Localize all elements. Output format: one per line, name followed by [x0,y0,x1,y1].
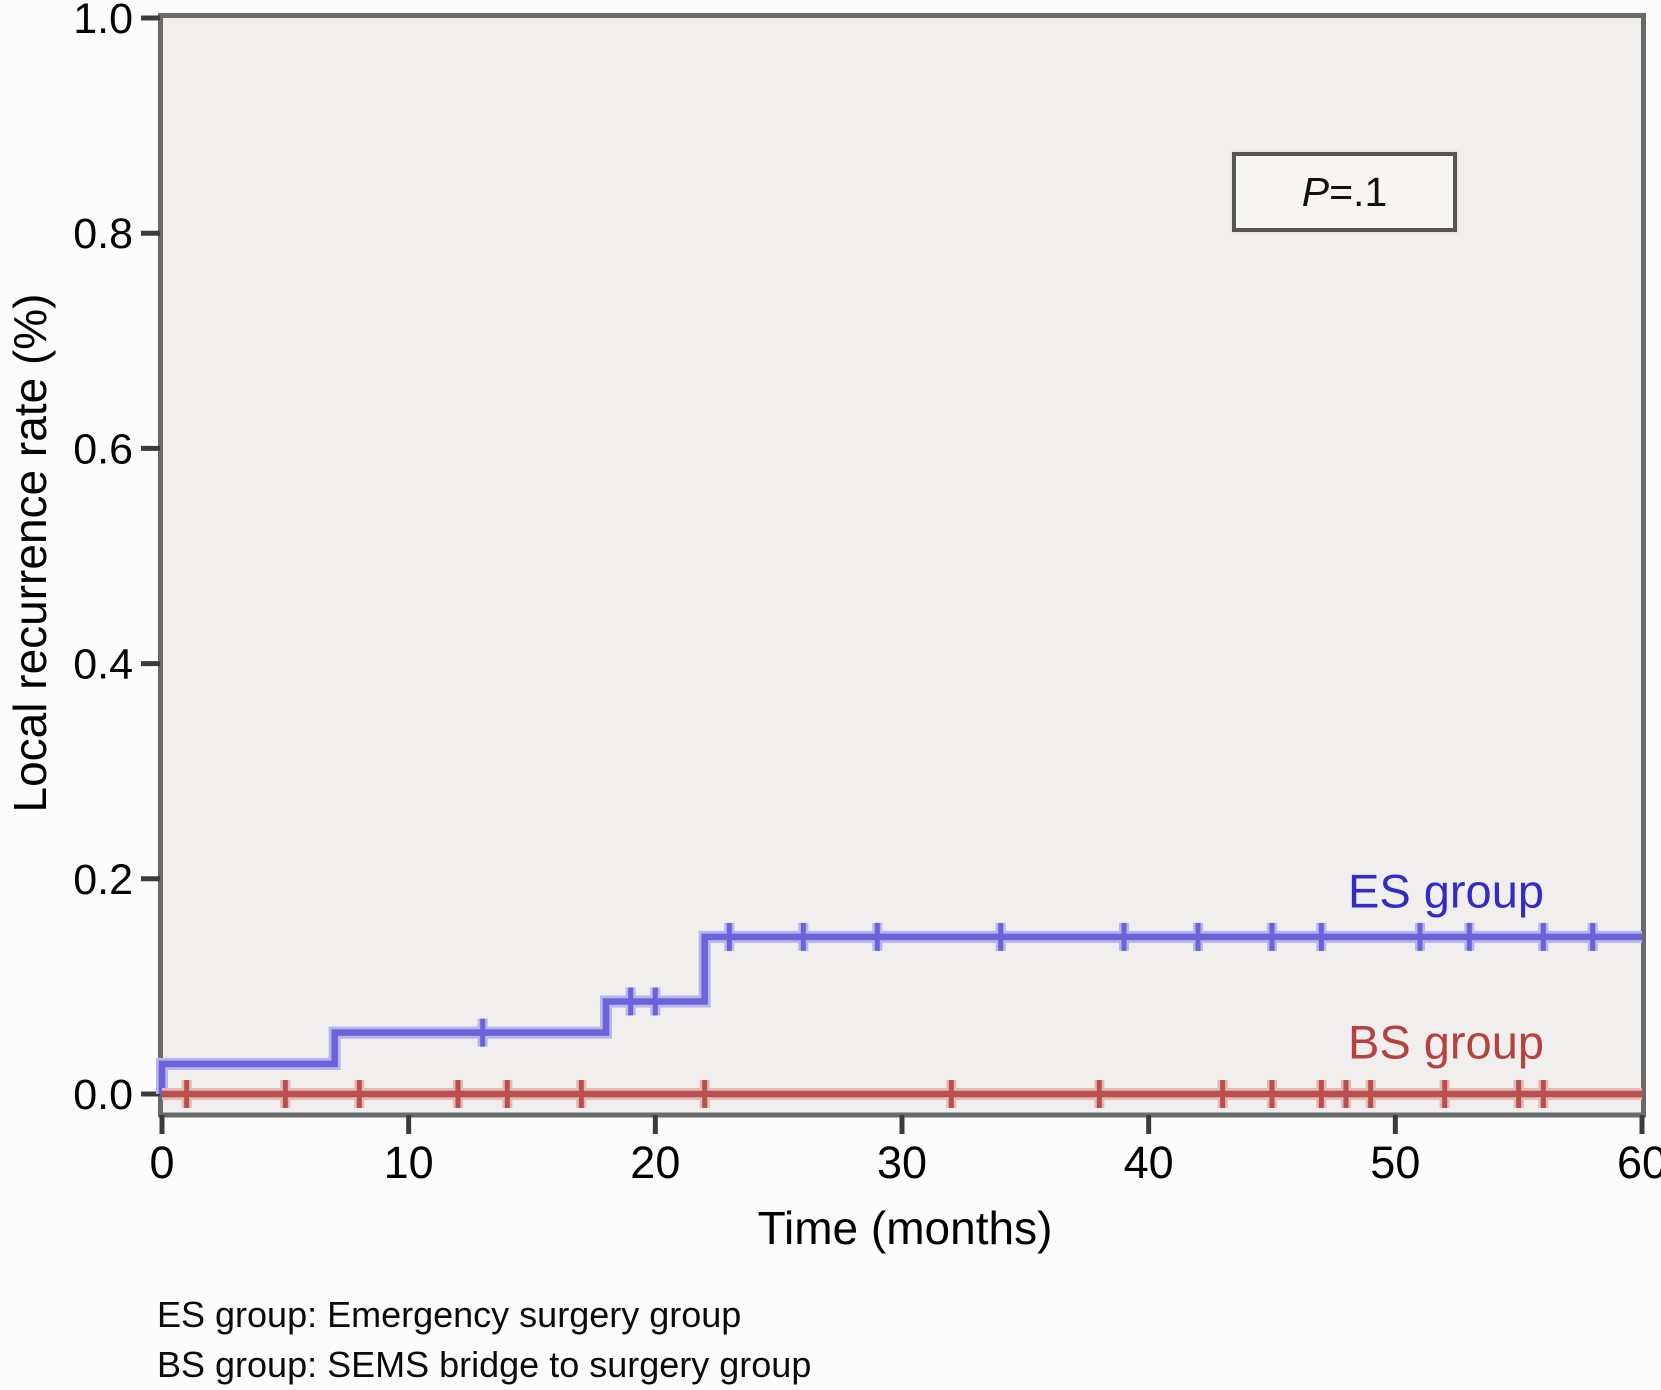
x-tick-label: 0 [149,1137,174,1188]
p-value-text: =.1 [1329,168,1388,215]
figure-footnotes: ES group: Emergency surgery group BS gro… [157,1290,811,1390]
x-tick-label: 60 [1617,1137,1661,1188]
p-value-symbol: P [1301,168,1330,215]
y-tick-label: 0.8 [73,210,133,258]
es-line [158,933,1642,1094]
x-tick-label: 50 [1370,1137,1420,1188]
x-tick-label: 30 [877,1137,927,1188]
footnote-es: ES group: Emergency surgery group [157,1294,742,1335]
y-axis-title: Local recurrence rate (%) [4,293,56,813]
es-group-label: ES group [1348,864,1544,918]
bs-group-label: BS group [1348,1015,1544,1069]
y-tick-label: 0.4 [73,641,133,689]
x-tick-label: 20 [630,1137,680,1188]
y-tick-label: 0.6 [73,425,133,473]
x-tick-label: 10 [384,1137,434,1188]
x-axis-title: Time (months) [757,1202,1053,1254]
y-tick-label: 0.2 [73,856,133,904]
y-tick-label: 1.0 [73,0,133,43]
footnote-bs: BS group: SEMS bridge to surgery group [157,1344,812,1385]
y-tick-label: 0.0 [73,1071,133,1119]
x-tick-label: 40 [1124,1137,1174,1188]
p-value-box: P =.1 [1232,152,1457,232]
